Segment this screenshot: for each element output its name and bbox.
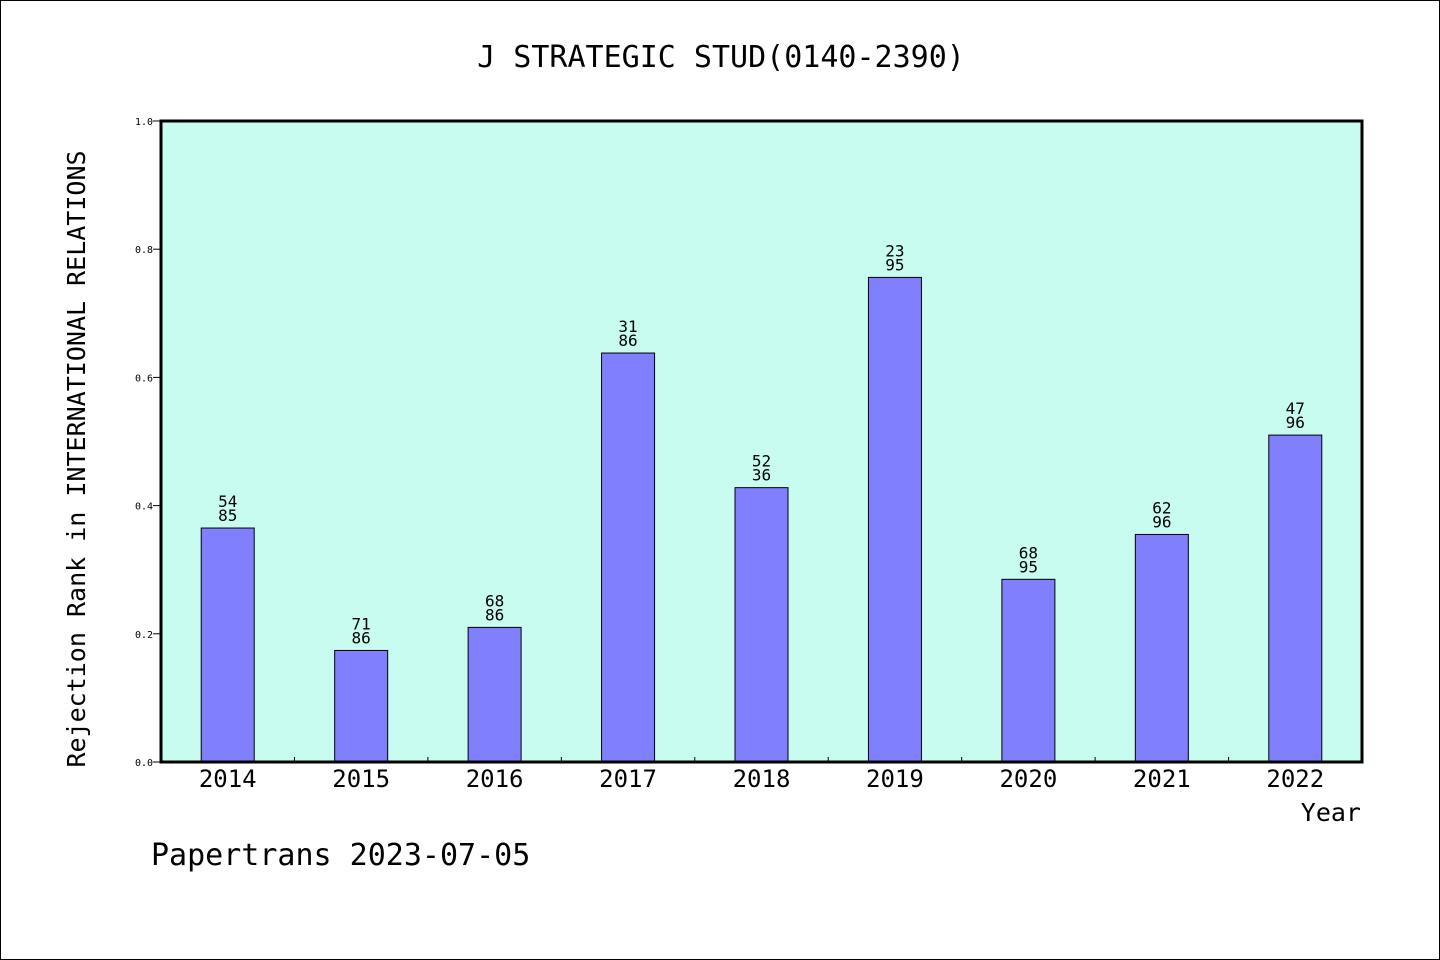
bar-2016 bbox=[467, 626, 522, 763]
data-label-bottom-2020: 95 bbox=[1019, 557, 1038, 576]
data-label-top-2015: 71 bbox=[352, 614, 371, 633]
y-tick-label-0.4: 0.4 bbox=[135, 502, 153, 513]
bar-2017 bbox=[601, 352, 656, 763]
data-label-top-2021: 62 bbox=[1152, 498, 1171, 517]
y-tick-label-0.0: 0.0 bbox=[135, 758, 153, 769]
data-label-bottom-2019: 95 bbox=[885, 255, 904, 274]
bar-2019 bbox=[867, 276, 922, 763]
x-axis-ticks: 2014 2015 2016 2017 2018 2019 2020 2021 2022 bbox=[199, 757, 1324, 793]
y-axis-label: Rejection Rank in INTERNATIONAL RELATION… bbox=[62, 150, 91, 767]
bar-2014 bbox=[200, 527, 255, 763]
x-tick-label-2019: 2019 bbox=[866, 765, 924, 793]
data-label-top-2020: 68 bbox=[1019, 543, 1038, 562]
bar-2022 bbox=[1268, 434, 1323, 763]
data-label-bottom-2022: 96 bbox=[1286, 413, 1305, 432]
plot-frame bbox=[159, 119, 1364, 764]
data-label-bottom-2014: 85 bbox=[218, 506, 237, 525]
x-tick-label-2017: 2017 bbox=[599, 765, 657, 793]
y-tick-label-0.2: 0.2 bbox=[135, 630, 153, 641]
data-label-top-2018: 52 bbox=[752, 452, 771, 471]
y-tick-label-0.8: 0.8 bbox=[135, 245, 153, 256]
x-tick-label-2014: 2014 bbox=[199, 765, 257, 793]
data-label-bottom-2017: 86 bbox=[618, 331, 637, 350]
x-tick-label-2016: 2016 bbox=[466, 765, 524, 793]
x-axis-label: Year bbox=[1301, 798, 1361, 827]
data-label-bottom-2018: 36 bbox=[752, 466, 771, 485]
data-label-bottom-2015: 86 bbox=[352, 628, 371, 647]
chart-title: J STRATEGIC STUD(0140-2390) bbox=[477, 40, 965, 75]
data-label-top-2014: 54 bbox=[218, 492, 237, 511]
data-label-top-2019: 23 bbox=[885, 241, 904, 260]
bar-2020 bbox=[1001, 578, 1056, 763]
x-tick-label-2018: 2018 bbox=[733, 765, 791, 793]
y-axis-ticks: 0.0 0.2 0.4 0.6 0.8 1.0 bbox=[135, 117, 161, 769]
y-tick-label-0.6: 0.6 bbox=[135, 373, 153, 384]
x-tick-label-2020: 2020 bbox=[999, 765, 1057, 793]
bar-2015 bbox=[334, 649, 389, 763]
data-label-bottom-2021: 96 bbox=[1152, 512, 1171, 531]
data-label-top-2022: 47 bbox=[1286, 399, 1305, 418]
data-label-bottom-2016: 86 bbox=[485, 605, 504, 624]
bar-2021 bbox=[1134, 533, 1189, 763]
x-tick-label-2022: 2022 bbox=[1266, 765, 1324, 793]
y-tick-label-1.0: 1.0 bbox=[135, 117, 153, 128]
bars-group bbox=[200, 276, 1323, 763]
x-tick-label-2021: 2021 bbox=[1133, 765, 1191, 793]
footer-date-stamp: Papertrans 2023-07-05 bbox=[151, 838, 530, 873]
bar-2018 bbox=[734, 487, 789, 763]
data-label-top-2017: 31 bbox=[618, 317, 637, 336]
x-tick-label-2015: 2015 bbox=[332, 765, 390, 793]
data-label-top-2016: 68 bbox=[485, 591, 504, 610]
